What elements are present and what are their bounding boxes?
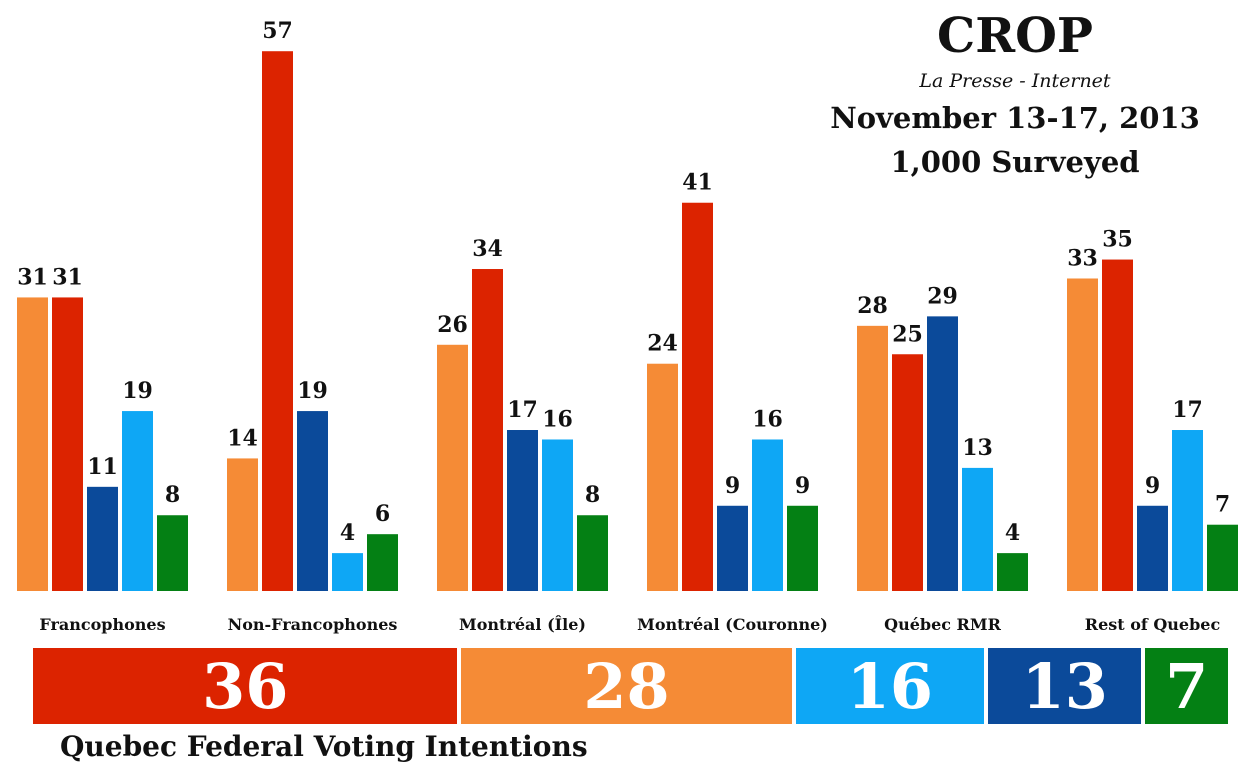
bar-orange-0 — [17, 297, 48, 591]
data-label: 14 — [227, 425, 258, 451]
bar-dark-blue-5 — [1137, 505, 1168, 591]
bar-light-blue-2 — [542, 439, 573, 591]
data-label: 9 — [725, 473, 740, 499]
data-label: 57 — [262, 18, 293, 44]
data-label: 19 — [297, 378, 328, 404]
data-label: 16 — [542, 406, 573, 432]
survey-date: November 13-17, 2013 — [830, 101, 1200, 135]
sample-size: 1,000 Surveyed — [890, 145, 1140, 179]
data-label: 6 — [375, 501, 390, 527]
data-label: 8 — [165, 482, 180, 508]
bar-orange-5 — [1067, 278, 1098, 591]
data-label: 8 — [585, 482, 600, 508]
bar-light-blue-1 — [332, 553, 363, 591]
summary-title: Quebec Federal Voting Intentions — [60, 730, 588, 763]
data-label: 31 — [52, 264, 83, 290]
summary-segment-4: 7 — [1145, 648, 1228, 724]
data-label: 13 — [962, 435, 993, 461]
data-label: 17 — [507, 397, 538, 423]
bar-dark-blue-3 — [717, 505, 748, 591]
data-label: 16 — [752, 406, 783, 432]
data-label: 33 — [1067, 245, 1098, 271]
summary-bar: 36 28 16 13 7 — [33, 648, 1228, 724]
chart-subtitle: La Presse - Internet — [919, 70, 1111, 92]
summary-segment-2: 16 — [795, 648, 985, 724]
data-label: 9 — [795, 473, 810, 499]
summary-segment-1: 28 — [461, 648, 792, 724]
category-label: Québec RMR — [884, 615, 1001, 634]
category-label: Montréal (Île) — [459, 614, 586, 634]
bar-green-4 — [997, 553, 1028, 591]
data-label: 28 — [857, 293, 888, 319]
bar-orange-2 — [437, 344, 468, 591]
bar-dark-blue-4 — [927, 316, 958, 591]
data-label: 4 — [1005, 520, 1020, 546]
data-label: 25 — [892, 321, 923, 347]
bar-light-blue-3 — [752, 439, 783, 591]
chart-title: CROP — [937, 8, 1093, 64]
bar-dark-blue-2 — [507, 430, 538, 591]
data-label: 7 — [1215, 492, 1230, 518]
bar-red-5 — [1102, 259, 1133, 591]
data-label: 11 — [87, 454, 118, 480]
data-label: 9 — [1145, 473, 1160, 499]
bar-red-1 — [262, 51, 293, 591]
bar-orange-4 — [857, 325, 888, 591]
bar-green-3 — [787, 505, 818, 591]
bar-red-4 — [892, 354, 923, 591]
data-label: 34 — [472, 236, 503, 262]
data-label: 41 — [682, 170, 713, 196]
data-label: 26 — [437, 312, 468, 338]
bar-light-blue-4 — [962, 467, 993, 591]
category-label: Montréal (Couronne) — [637, 615, 828, 634]
bar-orange-1 — [227, 458, 258, 591]
bar-dark-blue-0 — [87, 486, 118, 591]
data-label: 31 — [17, 264, 48, 290]
bar-light-blue-0 — [122, 411, 153, 591]
summary-segment-3: 13 — [988, 648, 1142, 724]
bar-green-5 — [1207, 524, 1238, 591]
data-label: 35 — [1102, 227, 1133, 253]
bar-green-0 — [157, 515, 188, 591]
bar-dark-blue-1 — [297, 411, 328, 591]
bar-green-2 — [577, 515, 608, 591]
category-label: Francophones — [39, 615, 165, 634]
bar-red-3 — [682, 202, 713, 592]
bar-green-1 — [367, 534, 398, 591]
category-label: Non-Francophones — [228, 615, 398, 634]
data-label: 4 — [340, 520, 355, 546]
data-label: 24 — [647, 331, 678, 357]
bar-chart: 31 3111198Francophones14571946Non-Francop… — [17, 18, 1238, 634]
bar-red-0 — [52, 297, 83, 591]
chart-header: CROP La Presse - Internet November 13-17… — [800, 6, 1230, 184]
data-label: 19 — [122, 378, 153, 404]
summary-segment-0: 36 — [33, 648, 458, 724]
data-label: 17 — [1172, 397, 1203, 423]
bar-red-2 — [472, 269, 503, 591]
data-label: 29 — [927, 283, 958, 309]
bar-orange-3 — [647, 363, 678, 591]
bar-light-blue-5 — [1172, 430, 1203, 591]
category-label: Rest of Quebec — [1085, 615, 1221, 634]
